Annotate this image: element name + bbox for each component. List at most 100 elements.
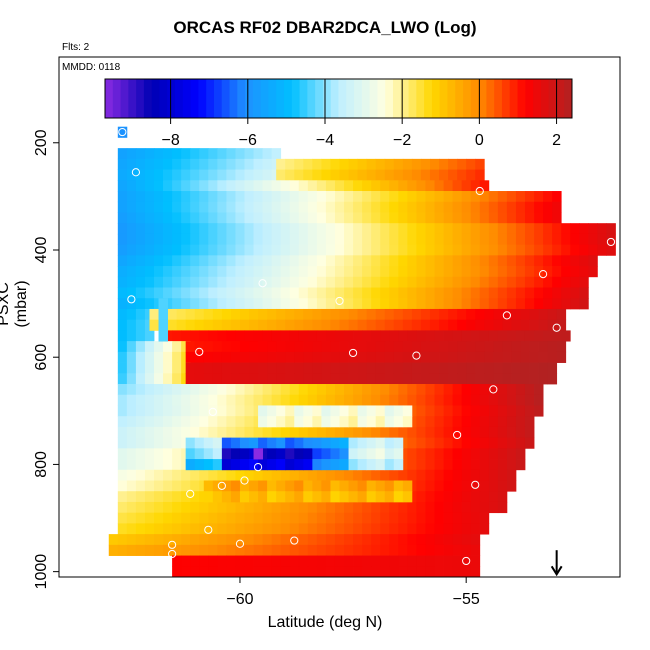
heatmap-cell (461, 394, 472, 406)
heatmap-cell (524, 426, 535, 439)
heatmap-cell (330, 437, 340, 449)
heatmap-cell (506, 426, 517, 439)
heatmap-cell (226, 276, 236, 288)
heatmap-cell (362, 459, 372, 471)
heatmap-cell (271, 469, 282, 481)
observation-point (258, 279, 267, 288)
heatmap-cell (235, 416, 245, 428)
heatmap-cell (307, 480, 318, 492)
heatmap-cell (443, 437, 454, 449)
heatmap-cell (208, 384, 218, 396)
heatmap-cell (434, 426, 444, 439)
heatmap-cell (253, 148, 263, 160)
heatmap-cell (316, 298, 327, 310)
heatmap-cell (307, 469, 318, 481)
heatmap-cell (375, 459, 386, 471)
heatmap-cell (135, 534, 146, 546)
heatmap-cell (325, 201, 336, 213)
heatmap-cell (258, 319, 268, 331)
heatmap-cell (384, 169, 395, 181)
heatmap-cell (303, 459, 313, 471)
heatmap-cell (466, 341, 476, 353)
heatmap-cell (479, 426, 490, 439)
heatmap-cell (307, 233, 318, 246)
heatmap-cell (271, 416, 282, 428)
heatmap-cell (154, 437, 164, 449)
heatmap-cell (307, 448, 318, 460)
heatmap-cell (163, 523, 173, 535)
heatmap-cell (181, 501, 191, 514)
heatmap-cell (524, 201, 535, 213)
heatmap-cell (344, 491, 354, 503)
heatmap-cell (280, 512, 291, 524)
heatmap-cell (294, 405, 304, 417)
heatmap-cell (552, 223, 562, 235)
heatmap-cell (371, 544, 381, 556)
heatmap-cell (366, 491, 377, 503)
heatmap-cell (244, 287, 254, 299)
heatmap-cell (461, 276, 472, 288)
heatmap-cell (479, 437, 490, 449)
heatmap-cell (172, 351, 182, 363)
heatmap-cell (470, 266, 481, 278)
heatmap-cell (312, 341, 322, 353)
heatmap-cell (588, 255, 598, 267)
heatmap-cell (226, 555, 236, 567)
heatmap-cell (334, 244, 345, 256)
heatmap-cell (353, 330, 363, 342)
heatmap-cell (271, 544, 282, 556)
heatmap-cell (253, 330, 263, 342)
heatmap-cell (443, 276, 454, 288)
heatmap-cell (371, 298, 381, 310)
heatmap-cell (144, 459, 155, 471)
heatmap-cell (353, 298, 363, 310)
heatmap-cell (244, 255, 254, 267)
heatmap-cell (235, 491, 245, 503)
colorbar-segment (291, 79, 301, 118)
heatmap-cell (117, 276, 128, 288)
heatmap-cell (416, 201, 426, 213)
heatmap-cell (285, 416, 295, 428)
heatmap-cell (425, 501, 435, 514)
heatmap-cell (126, 191, 137, 203)
heatmap-cell (452, 223, 463, 235)
heatmap-cell (149, 319, 159, 331)
heatmap-cell (393, 448, 404, 460)
heatmap-cell (154, 266, 164, 278)
heatmap-cell (543, 298, 553, 310)
heatmap-cell (348, 351, 358, 363)
heatmap-cell (249, 373, 259, 385)
heatmap-cell (294, 448, 304, 460)
heatmap-cell (325, 287, 336, 299)
heatmap-cell (244, 233, 254, 246)
heatmap-cell (271, 266, 282, 278)
colorbar-segment (447, 79, 456, 118)
heatmap-cell (258, 341, 268, 353)
heatmap-cell (217, 330, 227, 342)
heatmap-cell (339, 416, 349, 428)
heatmap-cell (194, 341, 205, 353)
colorbar-segment (330, 79, 339, 118)
heatmap-cell (253, 201, 263, 213)
heatmap-cell (488, 212, 499, 224)
heatmap-cell (579, 223, 589, 235)
heatmap-cell (144, 448, 155, 460)
heatmap-cell (208, 501, 218, 514)
heatmap-cell (154, 534, 164, 546)
heatmap-cell (384, 341, 395, 353)
heatmap-cell (515, 233, 526, 246)
heatmap-cell (466, 308, 476, 321)
heatmap-cell (226, 512, 236, 524)
heatmap-cell (371, 212, 381, 224)
heatmap-cell (249, 448, 259, 460)
heatmap-cell (416, 459, 426, 471)
heatmap-cell (190, 426, 200, 439)
heatmap-cell (488, 416, 499, 428)
heatmap-cell (470, 566, 481, 578)
heatmap-cell (230, 373, 241, 385)
heatmap-cell (221, 480, 232, 492)
heatmap-cell (570, 298, 580, 310)
heatmap-cell (226, 233, 236, 246)
heatmap-cell (217, 448, 227, 460)
